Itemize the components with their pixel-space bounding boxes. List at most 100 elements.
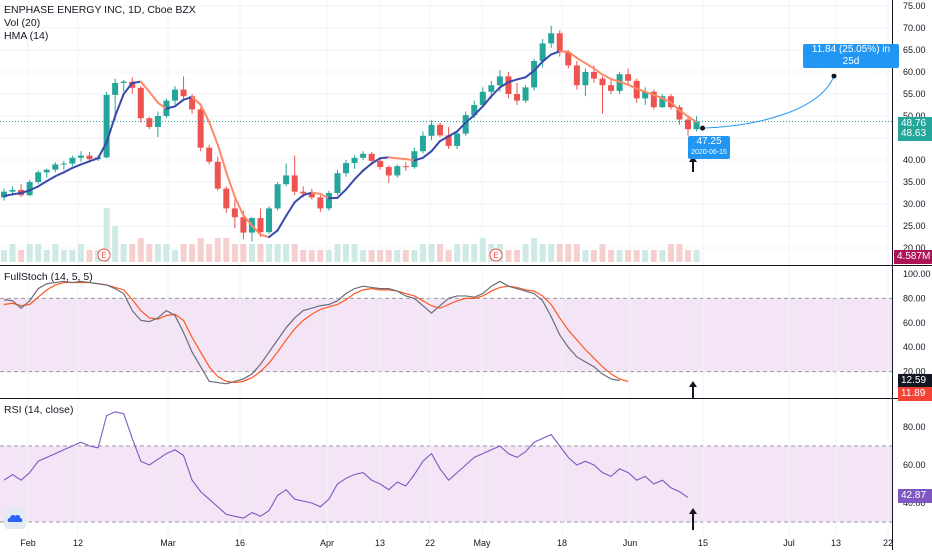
volume-bar xyxy=(215,238,221,262)
volume-bar xyxy=(565,244,571,262)
candle xyxy=(300,192,306,194)
price-tick-label: 40.00 xyxy=(903,155,926,165)
volume-bar xyxy=(181,244,187,262)
hma-segment xyxy=(278,216,287,231)
volume-bar xyxy=(377,250,383,262)
volume-bar xyxy=(617,250,623,262)
point-callout[interactable]: 47.25 2020-06-15 xyxy=(688,136,730,159)
volume-bar xyxy=(249,244,255,262)
rsi-legend[interactable]: RSI (14, close) xyxy=(4,404,73,417)
volume-bar xyxy=(454,244,460,262)
candle xyxy=(386,167,392,175)
hma-segment xyxy=(517,77,526,79)
candle xyxy=(44,170,50,173)
candle xyxy=(454,134,460,146)
candle xyxy=(266,208,272,232)
candle xyxy=(61,164,67,165)
volume-bar xyxy=(52,244,58,262)
symbol-title[interactable]: ENPHASE ENERGY INC, 1D, Cboe BZX xyxy=(4,4,196,17)
volume-bar xyxy=(591,250,597,262)
volume-bar xyxy=(44,250,50,262)
volume-bar xyxy=(360,250,366,262)
volume-bar xyxy=(172,250,178,262)
volume-bar xyxy=(548,244,554,262)
projection-start-point xyxy=(700,126,705,131)
projection-callout[interactable]: 11.84 (25.05%) in 25d 59.09 @ 2020-07-10 xyxy=(803,44,899,68)
hma-segment xyxy=(72,164,81,168)
volume-bar xyxy=(394,250,400,262)
volume-bar xyxy=(685,250,691,262)
candle xyxy=(181,90,187,97)
volume-bar xyxy=(223,238,229,262)
candle xyxy=(497,76,503,85)
x-tick-label: Jul xyxy=(783,538,795,548)
price-tick-label: 55.00 xyxy=(903,89,926,99)
earnings-label: E xyxy=(493,251,498,260)
candle xyxy=(540,43,546,61)
volume-bar xyxy=(403,250,409,262)
price-tick-label: 75.00 xyxy=(903,1,926,11)
x-tick-label: 22 xyxy=(883,538,893,548)
candle xyxy=(87,156,93,160)
candle xyxy=(548,33,554,43)
volume-bar xyxy=(198,238,204,262)
x-tick-label: Apr xyxy=(320,538,334,548)
candle xyxy=(608,85,614,91)
volume-bar xyxy=(608,250,614,262)
stoch-arrow-head xyxy=(689,381,697,387)
volume-bar xyxy=(146,244,152,262)
volume-bar xyxy=(266,244,272,262)
hma-segment xyxy=(175,100,184,107)
tradingview-logo[interactable] xyxy=(4,507,26,529)
volume-bar xyxy=(514,250,520,262)
candle xyxy=(292,175,298,191)
x-tick-label: 22 xyxy=(425,538,435,548)
stoch-tick-label: 40.00 xyxy=(903,342,926,352)
price-tick-label: 60.00 xyxy=(903,67,926,77)
volume-bar xyxy=(275,244,281,262)
volume-bar xyxy=(258,244,264,262)
stoch-legend[interactable]: FullStoch (14, 5, 5) xyxy=(4,271,93,284)
hma-segment xyxy=(261,235,270,237)
hma-segment xyxy=(124,83,133,94)
hma-segment xyxy=(132,82,141,83)
volume-bar xyxy=(634,250,640,262)
x-tick-label: Mar xyxy=(160,538,176,548)
hma-legend[interactable]: HMA (14) xyxy=(4,30,196,43)
candle xyxy=(35,172,41,182)
volume-legend[interactable]: Vol (20) xyxy=(4,17,196,30)
hma-segment xyxy=(406,159,415,160)
candle xyxy=(369,154,375,161)
candle xyxy=(394,166,400,175)
hma-segment xyxy=(346,179,355,189)
candle xyxy=(146,118,152,127)
stoch-tick-label: 60.00 xyxy=(903,318,926,328)
candle xyxy=(52,164,58,169)
hma-segment xyxy=(55,172,64,176)
volume-bar xyxy=(642,250,648,262)
volume-bar xyxy=(292,244,298,262)
hma-segment xyxy=(295,195,304,202)
candle xyxy=(215,162,221,189)
candle xyxy=(223,189,229,209)
hma-segment xyxy=(312,193,321,194)
candle xyxy=(326,193,332,208)
volume-bar xyxy=(87,250,93,262)
volume-bar xyxy=(326,250,332,262)
volume-bar xyxy=(309,250,315,262)
earnings-label: E xyxy=(101,251,106,260)
hma-segment xyxy=(363,164,372,171)
candle xyxy=(343,163,349,173)
x-tick-label: 13 xyxy=(831,538,841,548)
volume-bar xyxy=(582,250,588,262)
volume-bar xyxy=(437,244,443,262)
hma-last-tag: 48.63 xyxy=(898,127,932,141)
volume-bar xyxy=(112,226,118,262)
volume-bar xyxy=(369,250,375,262)
volume-bar xyxy=(78,244,84,262)
candle xyxy=(206,148,212,162)
candle xyxy=(240,217,246,232)
stoch-d-tag: 11.89 xyxy=(898,387,932,401)
